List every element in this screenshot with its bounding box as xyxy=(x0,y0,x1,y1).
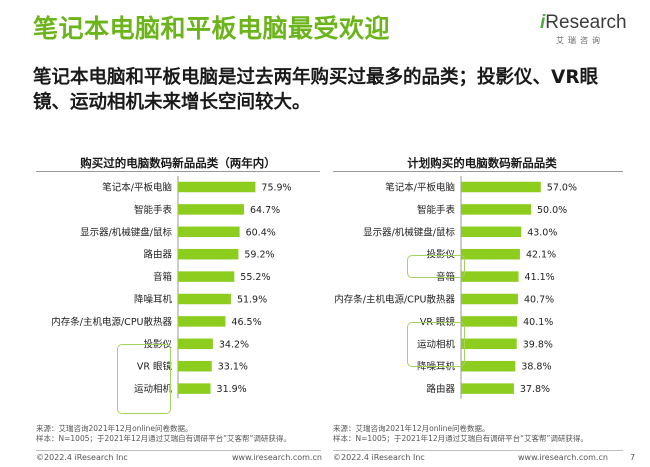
left-bar xyxy=(178,338,213,350)
right-bar-chart: 笔记本/平板电脑 57.0% 智能手表 50.0% 显示器/机械键盘/鼠标 43.0% 投影… xyxy=(333,172,623,420)
right-sample-line: 样本：N=1005；于2021年12月通过艾瑞自有调研平台“艾客帮”调研获得。 xyxy=(333,434,588,443)
left-footer-line xyxy=(36,450,321,451)
left-bar xyxy=(178,316,226,327)
right-category-label: 路由器 xyxy=(426,383,455,395)
right-bar xyxy=(461,248,520,260)
right-category-label: 显示器/机械键盘/鼠标 xyxy=(363,226,455,238)
right-value-label: 41.1% xyxy=(525,272,555,283)
left-value-label: 59.2% xyxy=(244,250,274,261)
page-number: 7 xyxy=(630,453,636,462)
left-bar-chart: 笔记本/平板电脑 75.9% 智能手表 64.7% 显示器/机械键盘/鼠标 60.4% 路由… xyxy=(36,172,320,420)
left-category-label: 智能手表 xyxy=(134,204,173,216)
right-category-label: 智能手表 xyxy=(417,204,456,216)
left-bar xyxy=(178,181,256,193)
right-bar xyxy=(461,181,541,193)
left-value-label: 33.1% xyxy=(218,362,248,373)
right-category-label: 笔记本/平板电脑 xyxy=(385,182,455,194)
right-bar xyxy=(461,204,531,215)
right-bar xyxy=(461,271,519,282)
right-chart-divider xyxy=(333,171,623,172)
right-bar xyxy=(461,360,516,372)
right-bar xyxy=(461,316,518,327)
logo-i: i xyxy=(540,12,546,33)
right-value-label: 37.8% xyxy=(520,384,550,395)
left-category-label: VR 眼镜 xyxy=(137,361,173,373)
left-bar xyxy=(178,248,239,260)
right-value-label: 38.8% xyxy=(521,362,551,373)
right-value-label: 39.8% xyxy=(523,339,553,350)
left-value-label: 75.9% xyxy=(261,183,291,194)
right-source-note: 来源：艾瑞咨询2021年12月online问卷数据。 样本：N=1005；于20… xyxy=(333,424,633,444)
right-footer-url: www.iresearch.com.cn xyxy=(518,453,608,462)
logo-name: Research xyxy=(545,12,627,33)
page-subtitle: 笔记本电脑和平板电脑是过去两年购买过最多的品类；投影仪、VR眼镜、运动相机未来增… xyxy=(33,67,599,113)
left-value-label: 46.5% xyxy=(231,317,261,328)
left-chart-title: 购买过的电脑数码新品品类（两年内） xyxy=(80,156,276,170)
left-highlight-box xyxy=(117,344,171,414)
right-bar xyxy=(461,338,517,350)
right-footer-line xyxy=(333,450,623,451)
right-chart-title: 计划购买的电脑数码新品品类 xyxy=(407,156,557,170)
left-value-label: 31.9% xyxy=(217,384,247,395)
left-footer-copyright: ©2022.4 iResearch Inc xyxy=(36,453,128,462)
right-category-label: VR 眼镜 xyxy=(420,316,456,328)
right-bar xyxy=(461,226,522,238)
left-category-label: 路由器 xyxy=(143,249,172,261)
left-value-label: 34.2% xyxy=(219,339,249,350)
right-highlight-box-projector xyxy=(407,255,465,278)
right-value-label: 42.1% xyxy=(526,250,556,261)
right-category-label: 投影仪 xyxy=(426,249,455,261)
left-category-label: 内存条/主机电源/CPU散热器 xyxy=(51,316,172,328)
right-value-label: 40.1% xyxy=(523,317,553,328)
left-sample-line: 样本：N=1005；于2021年12月通过艾瑞自有调研平台“艾客帮”调研获得。 xyxy=(36,434,291,443)
left-bar xyxy=(178,271,235,282)
left-bar xyxy=(178,360,212,372)
left-value-label: 55.2% xyxy=(240,272,270,283)
right-category-label: 内存条/主机电源/CPU散热器 xyxy=(334,294,455,306)
right-source-line: 来源：艾瑞咨询2021年12月online问卷数据。 xyxy=(333,424,490,433)
left-source-line: 来源：艾瑞咨询2021年12月online问卷数据。 xyxy=(36,424,193,433)
left-chart-divider xyxy=(36,171,320,172)
left-footer-url: www.iresearch.com.cn xyxy=(232,453,322,462)
right-footer-copyright: ©2022.4 iResearch Inc xyxy=(333,453,425,462)
left-bar xyxy=(178,204,244,215)
left-category-label: 显示器/机械键盘/鼠标 xyxy=(80,226,172,238)
right-category-label: 运动相机 xyxy=(417,338,456,350)
left-bar xyxy=(178,226,240,238)
right-value-label: 40.7% xyxy=(524,295,554,306)
left-bar xyxy=(178,293,231,305)
left-category-label: 运动相机 xyxy=(134,383,173,395)
page-title: 笔记本电脑和平板电脑最受欢迎 xyxy=(33,14,391,43)
left-bar xyxy=(178,383,211,394)
left-category-label: 音箱 xyxy=(153,271,172,283)
right-bar xyxy=(461,383,514,394)
left-value-label: 64.7% xyxy=(250,205,280,216)
left-category-label: 笔记本/平板电脑 xyxy=(102,182,172,194)
iresearch-logo: i Research 艾瑞咨询 xyxy=(540,12,627,52)
right-highlight-box-vr-camera xyxy=(407,322,465,367)
right-value-label: 43.0% xyxy=(527,227,557,238)
right-value-label: 50.0% xyxy=(537,205,567,216)
left-value-label: 60.4% xyxy=(246,227,276,238)
right-bar xyxy=(461,293,518,305)
logo-subtitle: 艾瑞咨询 xyxy=(556,36,604,45)
left-value-label: 51.9% xyxy=(237,295,267,306)
left-source-note: 来源：艾瑞咨询2021年12月online问卷数据。 样本：N=1005；于20… xyxy=(36,424,326,444)
left-category-label: 降噪耳机 xyxy=(134,294,173,306)
right-value-label: 57.0% xyxy=(547,183,577,194)
